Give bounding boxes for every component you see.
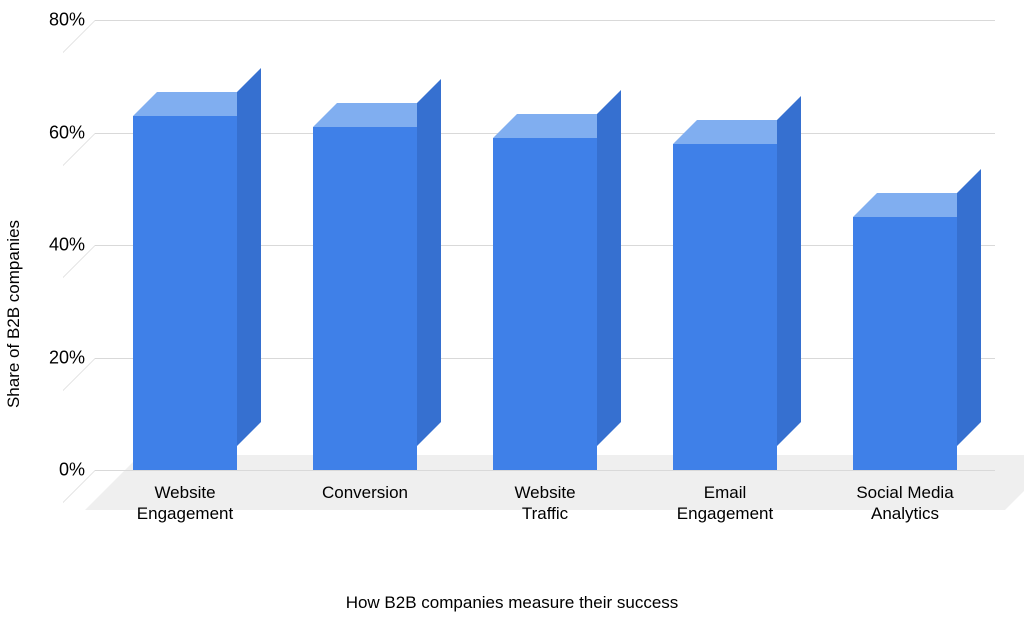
y-tick-label: 20% <box>49 347 85 368</box>
bar-front <box>133 116 237 470</box>
chart-container: Share of B2B companies WebsiteEngagement… <box>0 0 1024 627</box>
bar-slot <box>115 20 255 470</box>
category-label: WebsiteTraffic <box>460 482 630 525</box>
bar-slot <box>295 20 435 470</box>
y-tick-label: 60% <box>49 122 85 143</box>
bar-front <box>313 127 417 470</box>
bar <box>313 127 417 470</box>
bar-slot <box>655 20 795 470</box>
plot-inner <box>95 20 995 470</box>
bar-side <box>777 96 801 446</box>
plot-area: WebsiteEngagementConversionWebsiteTraffi… <box>95 20 995 540</box>
bar-front <box>853 217 957 470</box>
bar-side <box>417 79 441 446</box>
bar-slot <box>475 20 615 470</box>
x-axis-title: How B2B companies measure their success <box>0 593 1024 613</box>
bar <box>673 144 777 470</box>
y-tick-label: 40% <box>49 235 85 256</box>
bar-front <box>673 144 777 470</box>
category-label: Social MediaAnalytics <box>820 482 990 525</box>
y-axis-label: Share of B2B companies <box>4 219 24 407</box>
category-label: WebsiteEngagement <box>100 482 270 525</box>
bars-group <box>95 20 995 470</box>
y-tick-label: 80% <box>49 10 85 31</box>
bar <box>853 217 957 470</box>
bar-front <box>493 138 597 470</box>
bar <box>133 116 237 470</box>
bar-side <box>597 90 621 446</box>
category-label: Conversion <box>280 482 450 525</box>
bar-side <box>237 68 261 446</box>
category-label: EmailEngagement <box>640 482 810 525</box>
gridline <box>95 470 995 471</box>
bar <box>493 138 597 470</box>
bar-slot <box>835 20 975 470</box>
category-labels: WebsiteEngagementConversionWebsiteTraffi… <box>95 482 995 525</box>
y-tick-label: 0% <box>59 460 85 481</box>
bar-side <box>957 169 981 446</box>
